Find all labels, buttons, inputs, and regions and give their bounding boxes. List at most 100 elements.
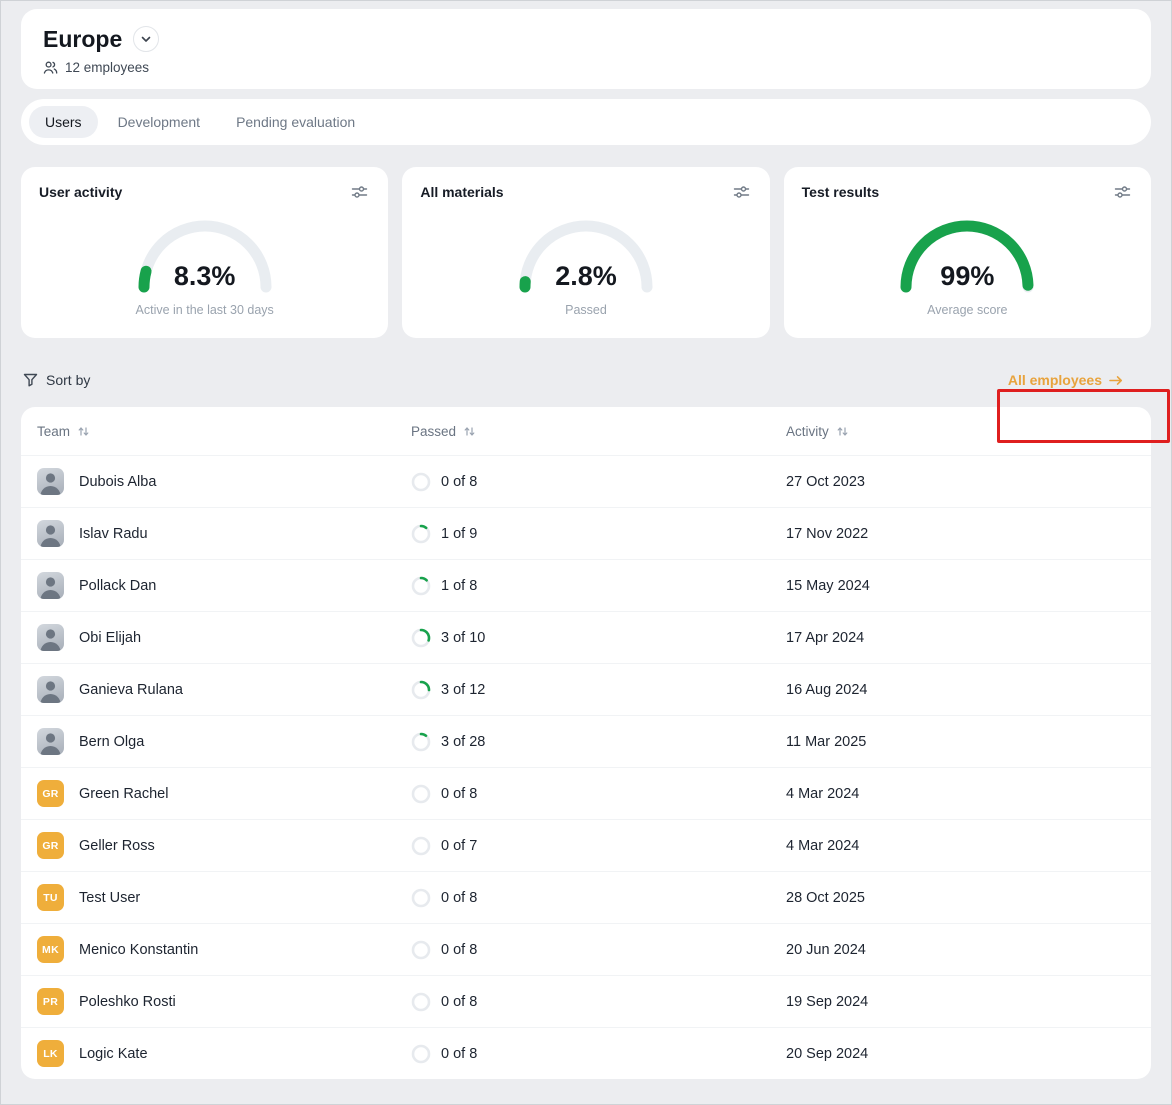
sliders-icon xyxy=(733,184,750,200)
team-cell: Bern Olga xyxy=(37,728,411,755)
activity-date: 15 May 2024 xyxy=(786,578,870,594)
table-row[interactable]: LK Logic Kate 0 of 8 20 Sep 2024 xyxy=(21,1027,1151,1079)
activity-cell: 20 Jun 2024 xyxy=(786,942,1135,958)
passed-cell: 3 of 28 xyxy=(411,732,786,752)
activity-cell: 4 Mar 2024 xyxy=(786,838,1135,854)
stat-filter-button[interactable] xyxy=(349,182,370,202)
column-label-passed: Passed xyxy=(411,424,456,439)
table-row[interactable]: Bern Olga 3 of 28 11 Mar 2025 xyxy=(21,715,1151,767)
table-body: Dubois Alba 0 of 8 27 Oct 2023 Islav Rad… xyxy=(21,455,1151,1079)
table-row[interactable]: Obi Elijah 3 of 10 17 Apr 2024 xyxy=(21,611,1151,663)
passed-value: 3 of 10 xyxy=(441,630,485,646)
activity-date: 20 Sep 2024 xyxy=(786,1046,868,1062)
stat-card-user-activity: User activity 8.3% Active in the last 30… xyxy=(21,167,388,338)
stat-value: 2.8% xyxy=(511,261,661,292)
stat-caption: Active in the last 30 days xyxy=(39,303,370,317)
stat-title: All materials xyxy=(420,184,503,200)
passed-value: 1 of 9 xyxy=(441,526,477,542)
progress-ring xyxy=(411,940,431,960)
column-header-activity[interactable]: Activity xyxy=(786,424,849,439)
stat-title: User activity xyxy=(39,184,122,200)
stat-caption: Average score xyxy=(802,303,1133,317)
passed-cell: 3 of 12 xyxy=(411,680,786,700)
stats-row: User activity 8.3% Active in the last 30… xyxy=(21,167,1151,338)
team-switcher-button[interactable] xyxy=(133,26,159,52)
stat-value: 8.3% xyxy=(130,261,280,292)
all-employees-link[interactable]: All employees xyxy=(1008,372,1123,388)
tabs-bar: UsersDevelopmentPending evaluation xyxy=(21,99,1151,145)
passed-cell: 0 of 8 xyxy=(411,888,786,908)
avatar xyxy=(37,572,64,599)
table-row[interactable]: MK Menico Konstantin 0 of 8 20 Jun 2024 xyxy=(21,923,1151,975)
progress-ring xyxy=(411,784,431,804)
stat-filter-button[interactable] xyxy=(1112,182,1133,202)
column-header-team[interactable]: Team xyxy=(37,424,90,439)
table-row[interactable]: Islav Radu 1 of 9 17 Nov 2022 xyxy=(21,507,1151,559)
gauge-chart: 2.8% xyxy=(511,210,661,294)
employee-count-row: 12 employees xyxy=(43,60,1129,75)
passed-cell: 0 of 7 xyxy=(411,836,786,856)
team-cell: TU Test User xyxy=(37,884,411,911)
avatar: TU xyxy=(37,884,64,911)
stat-card-header: User activity xyxy=(39,182,370,202)
stat-filter-button[interactable] xyxy=(731,182,752,202)
passed-cell: 0 of 8 xyxy=(411,472,786,492)
passed-cell: 0 of 8 xyxy=(411,940,786,960)
avatar: LK xyxy=(37,1040,64,1067)
funnel-icon xyxy=(23,373,38,387)
activity-cell: 20 Sep 2024 xyxy=(786,1046,1135,1062)
person-silhouette-icon xyxy=(37,676,64,703)
avatar: PR xyxy=(37,988,64,1015)
table-row[interactable]: Ganieva Rulana 3 of 12 16 Aug 2024 xyxy=(21,663,1151,715)
passed-value: 0 of 8 xyxy=(441,890,477,906)
team-cell: PR Poleshko Rosti xyxy=(37,988,411,1015)
table-row[interactable]: GR Green Rachel 0 of 8 4 Mar 2024 xyxy=(21,767,1151,819)
table-row[interactable]: Dubois Alba 0 of 8 27 Oct 2023 xyxy=(21,455,1151,507)
tab-pending-evaluation[interactable]: Pending evaluation xyxy=(220,106,371,138)
employee-name: Dubois Alba xyxy=(79,474,156,490)
progress-ring xyxy=(411,732,431,752)
avatar xyxy=(37,468,64,495)
table-row[interactable]: GR Geller Ross 0 of 7 4 Mar 2024 xyxy=(21,819,1151,871)
team-cell: GR Geller Ross xyxy=(37,832,411,859)
team-cell: GR Green Rachel xyxy=(37,780,411,807)
activity-cell: 11 Mar 2025 xyxy=(786,734,1135,750)
activity-date: 11 Mar 2025 xyxy=(786,734,866,750)
sort-arrows-icon xyxy=(77,425,90,438)
progress-ring xyxy=(411,836,431,856)
column-header-passed[interactable]: Passed xyxy=(411,424,476,439)
activity-cell: 27 Oct 2023 xyxy=(786,474,1135,490)
sort-by-button[interactable]: Sort by xyxy=(23,372,90,388)
table-row[interactable]: PR Poleshko Rosti 0 of 8 19 Sep 2024 xyxy=(21,975,1151,1027)
arrow-right-icon xyxy=(1109,375,1123,386)
sort-arrows-icon xyxy=(836,425,849,438)
avatar xyxy=(37,676,64,703)
team-header-card: Europe 12 employees xyxy=(21,9,1151,89)
table-row[interactable]: Pollack Dan 1 of 8 15 May 2024 xyxy=(21,559,1151,611)
activity-date: 17 Nov 2022 xyxy=(786,526,868,542)
tab-users[interactable]: Users xyxy=(29,106,98,138)
avatar xyxy=(37,520,64,547)
team-cell: Pollack Dan xyxy=(37,572,411,599)
team-cell: Ganieva Rulana xyxy=(37,676,411,703)
passed-value: 3 of 28 xyxy=(441,734,485,750)
employees-icon xyxy=(43,60,58,75)
employee-name: Pollack Dan xyxy=(79,578,156,594)
progress-ring xyxy=(411,524,431,544)
avatar: GR xyxy=(37,832,64,859)
employee-name: Test User xyxy=(79,890,140,906)
person-silhouette-icon xyxy=(37,520,64,547)
team-cell: Islav Radu xyxy=(37,520,411,547)
avatar xyxy=(37,624,64,651)
stat-card-all-materials: All materials 2.8% Passed xyxy=(402,167,769,338)
progress-ring xyxy=(411,680,431,700)
employees-table: Team Passed Activity xyxy=(21,407,1151,1079)
employee-name: Green Rachel xyxy=(79,786,168,802)
tab-development[interactable]: Development xyxy=(102,106,217,138)
person-silhouette-icon xyxy=(37,728,64,755)
table-header: Team Passed Activity xyxy=(21,407,1151,455)
passed-value: 3 of 12 xyxy=(441,682,485,698)
progress-ring xyxy=(411,628,431,648)
table-row[interactable]: TU Test User 0 of 8 28 Oct 2025 xyxy=(21,871,1151,923)
column-label-team: Team xyxy=(37,424,70,439)
